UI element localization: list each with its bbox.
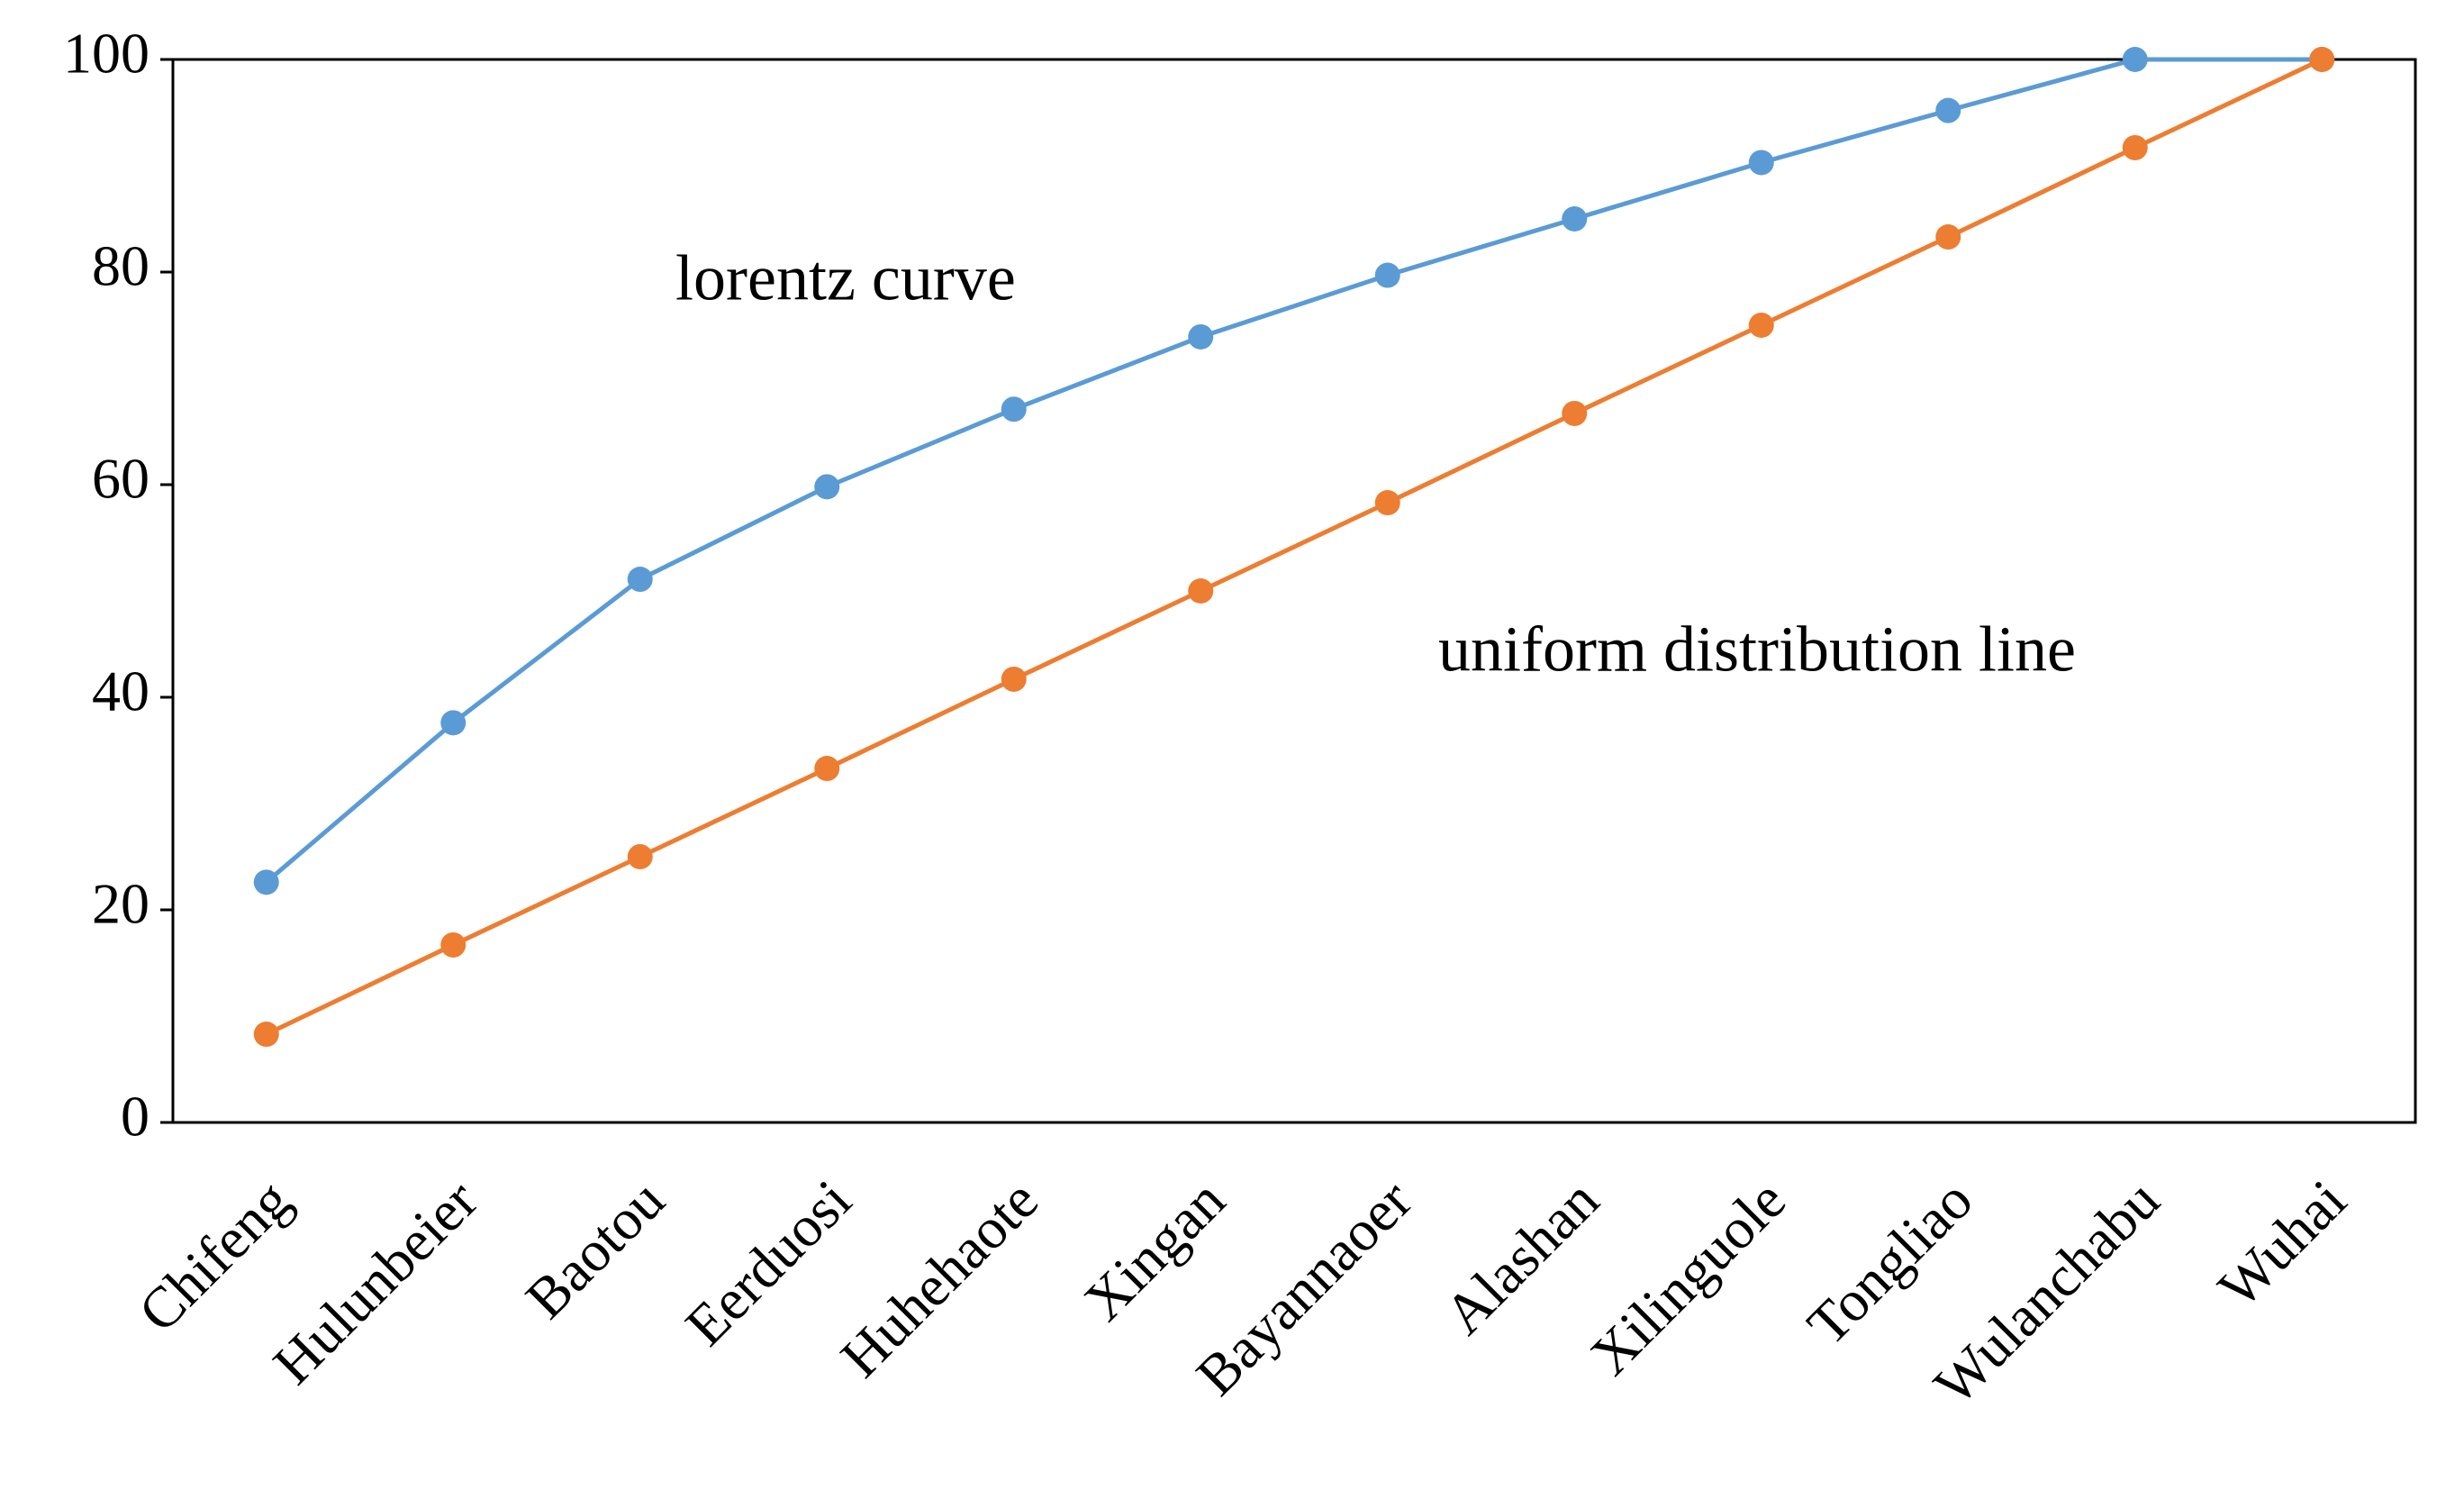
series-label: uniform distribution line [1438, 613, 2076, 686]
data-point [814, 756, 840, 782]
y-tick-label: 60 [92, 447, 149, 511]
data-point [440, 931, 467, 958]
x-tick-label: Xilinguole [1578, 1167, 1798, 1387]
x-tick-label: Baotou [513, 1167, 676, 1331]
data-point [1562, 400, 1588, 426]
series-label: lorentz curve [675, 242, 1016, 314]
data-point [1001, 666, 1027, 692]
y-tick-label: 20 [92, 872, 149, 936]
x-tick-label: Eerduosi [673, 1167, 863, 1358]
data-point [1188, 323, 1214, 350]
x-tick-label: Huhehaote [829, 1167, 1050, 1389]
x-tick-label: Tongliao [1795, 1167, 1984, 1357]
y-tick-label: 40 [92, 659, 149, 723]
plot-frame [171, 58, 2417, 1124]
data-point [253, 1022, 279, 1048]
data-point [627, 844, 653, 869]
x-tick-label: Alashan [1432, 1167, 1610, 1346]
data-point [1748, 313, 1774, 338]
y-tick-label: 0 [121, 1085, 149, 1149]
data-point [2122, 47, 2148, 72]
x-tick-label: Xingan [1072, 1167, 1237, 1332]
data-point [1374, 490, 1400, 516]
x-tick-label: Wuhai [2206, 1167, 2359, 1320]
data-point [1188, 578, 1214, 604]
data-point [814, 474, 840, 500]
data-point [1374, 262, 1400, 288]
data-point [440, 710, 467, 736]
data-point [1748, 150, 1774, 176]
data-point [2309, 47, 2335, 72]
data-point [253, 869, 279, 895]
data-point [1935, 97, 1961, 123]
series-line [265, 57, 2324, 1037]
data-point [2122, 134, 2148, 160]
data-point [1562, 206, 1588, 232]
x-tick-label: Chifeng [126, 1167, 303, 1344]
x-tick-label: Hulunbeier [261, 1167, 490, 1396]
data-point [1935, 224, 1961, 250]
series-line [265, 57, 2323, 885]
y-tick-label: 100 [63, 22, 149, 86]
data-point [627, 567, 653, 593]
y-tick-label: 80 [92, 234, 149, 298]
data-point [1001, 396, 1027, 422]
